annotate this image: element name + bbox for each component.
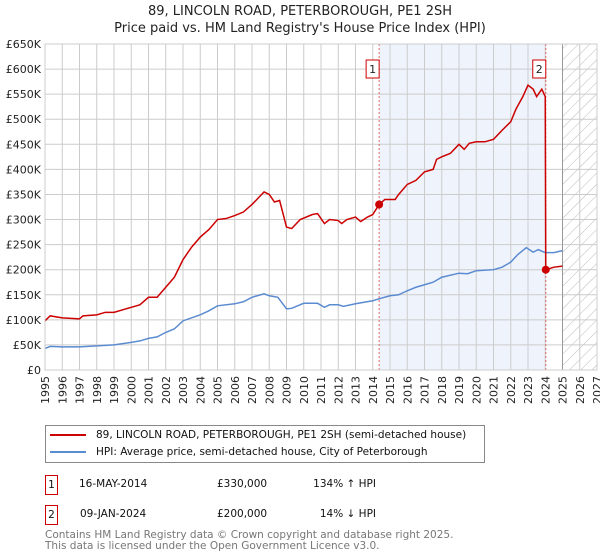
legend-label-property: 89, LINCOLN ROAD, PETERBOROUGH, PE1 2SH …: [96, 429, 467, 441]
y-tick-label: £300K: [6, 214, 42, 227]
y-tick-label: £600K: [6, 63, 42, 76]
sale-price: £200,000: [217, 508, 268, 520]
title-line: 89, LINCOLN ROAD, PETERBOROUGH, PE1 2SH: [147, 4, 453, 19]
x-tick-label: 2003: [177, 376, 190, 404]
x-tick-label: 2004: [194, 376, 207, 404]
price-chart: 1995 1996 1997 1998 1999 2000 2001 2002 2003 2004…: [6, 38, 600, 404]
y-tick-label: £150K: [6, 289, 42, 302]
x-tick-label: 1996: [56, 376, 69, 404]
x-tick-label: 2005: [212, 376, 225, 404]
shaded-period: [379, 44, 546, 370]
x-tick-label: 2015: [384, 376, 397, 404]
y-tick-label: £500K: [6, 113, 42, 126]
hpi-series-line: [44, 246, 563, 350]
y-tick-label: £100K: [6, 314, 42, 327]
x-tick-label: 2002: [160, 376, 173, 404]
sale-hpi: 134% ↑ HPI: [313, 478, 376, 490]
y-tick-label: £400K: [6, 163, 42, 176]
x-tick-label: 2012: [332, 376, 345, 404]
y-tick-label: £250K: [6, 239, 42, 252]
x-tick-label: 2000: [125, 376, 138, 404]
y-tick-label: £350K: [6, 188, 42, 201]
footer-line-1: Contains HM Land Registry data © Crown c…: [45, 529, 454, 541]
y-tick-label: £550K: [6, 88, 42, 101]
x-tick-label: 1999: [108, 376, 121, 404]
sale-label-box: [532, 59, 547, 79]
y-tick-label: £50K: [13, 339, 42, 352]
x-tick-label: 2018: [436, 376, 449, 404]
x-tick-label: 2014: [367, 376, 380, 404]
x-tick-label: 2020: [470, 376, 483, 404]
y-tick-label: £0: [27, 364, 41, 377]
x-tick-label: 2013: [350, 376, 363, 404]
sale-label: 2: [536, 63, 543, 76]
chart-title: 89, LINCOLN ROAD, PETERBOROUGH, PE1 2SH …: [0, 3, 600, 37]
x-tick-label: 2006: [229, 376, 242, 404]
x-tick-label: 2010: [298, 376, 311, 404]
x-tick-label: 1997: [74, 376, 87, 404]
x-tick-label: 2019: [453, 376, 466, 404]
x-tick-label: 1998: [91, 376, 104, 404]
x-tick-label: 2011: [315, 376, 328, 404]
sale-badge: 2: [45, 505, 58, 525]
y-tick-label: £450K: [6, 138, 42, 151]
x-tick-label: 2016: [401, 376, 414, 404]
x-tick-label: 2022: [505, 376, 518, 404]
sale-hpi: 14% ↓ HPI: [319, 508, 376, 520]
x-tick-label: 2007: [246, 376, 259, 404]
sale-point: [541, 265, 550, 274]
sale-point: [375, 200, 384, 209]
property-series-line: [44, 83, 563, 322]
x-tick-label: 2021: [488, 376, 501, 404]
footer: Contains HM Land Registry data © Crown c…: [45, 530, 453, 552]
legend-blue-line: [50, 451, 86, 453]
x-tick-label: 2026: [574, 376, 587, 404]
sale-badge: 1: [45, 475, 58, 495]
x-tick-label: 2025: [557, 376, 570, 404]
y-tick-label: £200K: [6, 264, 42, 277]
x-tick-label: 2023: [522, 376, 535, 404]
subtitle-line: Price paid vs. HM Land Registry's House …: [114, 21, 486, 36]
x-tick-label: 2024: [539, 376, 552, 404]
x-tick-label: 2008: [263, 376, 276, 404]
sale-date: 16-MAY-2014: [79, 478, 148, 490]
legend-red-line: [50, 434, 86, 436]
y-tick-label: £650K: [6, 38, 42, 51]
legend: 89, LINCOLN ROAD, PETERBOROUGH, PE1 2SH …: [45, 425, 485, 463]
footer-line-2: This data is licensed under the Open Gov…: [45, 540, 380, 552]
sale-row-1: 1 16-MAY-2014 £330,000 134% ↑ HPI: [45, 475, 600, 495]
plot-border: [44, 43, 598, 371]
sale-price: £330,000: [217, 478, 268, 490]
sale-row-2: 2 09-JAN-2024 £200,000 14% ↓ HPI: [45, 505, 600, 525]
x-tick-label: 2009: [281, 376, 294, 404]
x-tick-label: 2001: [143, 376, 156, 404]
x-tick-label: 2017: [419, 376, 432, 404]
sale-label-box: [365, 59, 380, 79]
x-tick-label: 2027: [591, 376, 600, 404]
sale-date: 09-JAN-2024: [80, 508, 147, 520]
x-tick-label: 1995: [39, 376, 52, 404]
sale-label: 1: [369, 63, 376, 76]
legend-label-hpi: HPI: Average price, semi-detached house,…: [96, 446, 428, 458]
